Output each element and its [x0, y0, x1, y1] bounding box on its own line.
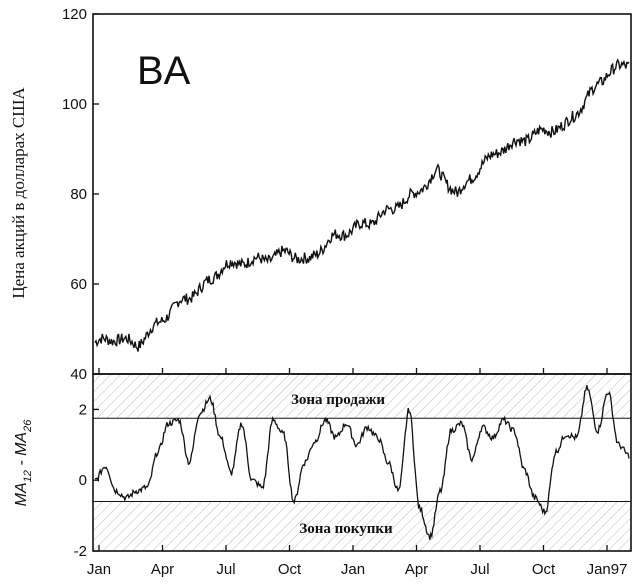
macd-y-axis-label: MA12 - MA26: [13, 419, 34, 507]
price-y-tick-label: 80: [70, 186, 87, 203]
buy-zone: [93, 501, 631, 551]
macd-y-tick-label: -2: [74, 543, 87, 560]
price-y-axis: 40 60 80 100 120: [62, 6, 99, 383]
price-y-tick-label: 60: [70, 276, 87, 293]
x-tick-label: Jan97: [587, 561, 628, 578]
x-tick-label: Jan: [87, 561, 111, 578]
chart-title: BA: [137, 49, 191, 93]
x-tick-label: Apr: [405, 561, 428, 578]
price-y-tick-label: 40: [70, 366, 87, 383]
macd-plot-frame: [92, 373, 632, 552]
buy-zone-label: Зона покупки: [299, 521, 393, 537]
x-tick-label: Jul: [470, 561, 489, 578]
x-tick-label: Jan: [341, 561, 365, 578]
x-tick-label: Jul: [216, 561, 235, 578]
sell-zone: [93, 374, 631, 419]
price-y-axis-label: Цена акций в долларах США: [9, 87, 28, 299]
price-y-tick-label: 100: [62, 96, 87, 113]
price-y-tick-label: 120: [62, 6, 87, 23]
macd-y-tick-label: 0: [79, 472, 87, 489]
sell-zone-label: Зона продажи: [291, 392, 385, 408]
macd-y-axis: -2 0 2: [74, 401, 99, 560]
x-tick-label: Oct: [532, 561, 556, 578]
macd-y-tick-label: 2: [79, 401, 87, 418]
x-axis: Jan Apr Jul Oct Jan Apr Jul Oct Jan97: [87, 368, 628, 578]
price-series-line: [94, 58, 630, 352]
x-tick-label: Apr: [151, 561, 174, 578]
x-tick-label: Oct: [278, 561, 302, 578]
macd-series-line: [95, 385, 630, 540]
